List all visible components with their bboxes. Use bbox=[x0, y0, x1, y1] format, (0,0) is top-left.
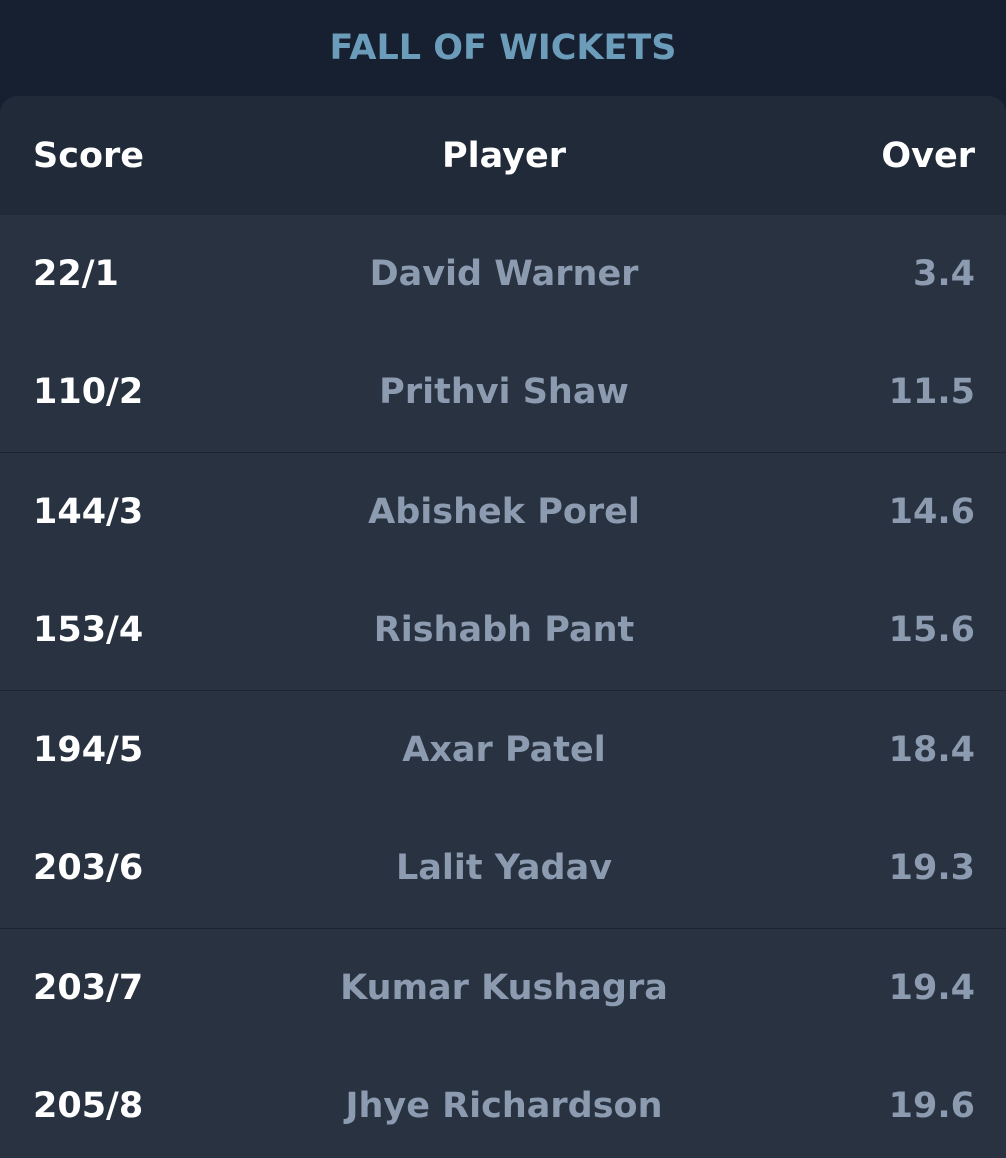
wicket-player: Kumar Kushagra bbox=[340, 968, 668, 1008]
row-group: 194/5 Axar Patel 18.4 203/6 Lalit Yadav … bbox=[0, 691, 1006, 929]
wickets-table: Score Player Over 22/1 David Warner 3.4 … bbox=[0, 96, 1006, 1158]
wicket-player: David Warner bbox=[369, 254, 639, 294]
wicket-score: 203/7 bbox=[33, 968, 144, 1008]
table-row: 22/1 David Warner 3.4 bbox=[0, 215, 1006, 333]
row-group: 22/1 David Warner 3.4 110/2 Prithvi Shaw… bbox=[0, 215, 1006, 453]
column-header-player: Player bbox=[441, 135, 566, 176]
wicket-player: Lalit Yadav bbox=[395, 848, 613, 888]
wicket-player: Axar Patel bbox=[402, 730, 606, 770]
column-header-over: Over bbox=[881, 135, 975, 176]
table-header: Score Player Over bbox=[0, 96, 1006, 215]
wicket-score: 205/8 bbox=[33, 1086, 144, 1126]
wicket-score: 110/2 bbox=[33, 372, 144, 412]
wicket-over: 14.6 bbox=[888, 492, 975, 532]
table-row: 153/4 Rishabh Pant 15.6 bbox=[0, 571, 1006, 689]
table-row: 203/7 Kumar Kushagra 19.4 bbox=[0, 929, 1006, 1047]
wicket-player: Jhye Richardson bbox=[345, 1086, 663, 1126]
wicket-over: 11.5 bbox=[888, 372, 975, 412]
wicket-over: 3.4 bbox=[912, 254, 975, 294]
wicket-player: Abishek Porel bbox=[368, 492, 640, 532]
row-group: 144/3 Abishek Porel 14.6 153/4 Rishabh P… bbox=[0, 453, 1006, 691]
table-row: 205/8 Jhye Richardson 19.6 bbox=[0, 1047, 1006, 1158]
wicket-over: 19.3 bbox=[888, 848, 975, 888]
table-row: 194/5 Axar Patel 18.4 bbox=[0, 691, 1006, 809]
wicket-score: 144/3 bbox=[33, 492, 144, 532]
wicket-player: Rishabh Pant bbox=[373, 610, 635, 650]
row-group: 203/7 Kumar Kushagra 19.4 205/8 Jhye Ric… bbox=[0, 929, 1006, 1158]
wicket-score: 203/6 bbox=[33, 848, 144, 888]
wicket-over: 15.6 bbox=[888, 610, 975, 650]
wicket-score: 153/4 bbox=[33, 610, 144, 650]
column-header-score: Score bbox=[33, 135, 144, 176]
wicket-over: 18.4 bbox=[888, 730, 975, 770]
table-row: 144/3 Abishek Porel 14.6 bbox=[0, 453, 1006, 571]
wicket-score: 22/1 bbox=[33, 254, 119, 294]
wicket-score: 194/5 bbox=[33, 730, 144, 770]
table-row: 110/2 Prithvi Shaw 11.5 bbox=[0, 333, 1006, 451]
section-title: FALL OF WICKETS bbox=[329, 28, 677, 68]
wicket-over: 19.4 bbox=[888, 968, 975, 1008]
wicket-over: 19.6 bbox=[888, 1086, 975, 1126]
wicket-player: Prithvi Shaw bbox=[379, 372, 629, 412]
table-row: 203/6 Lalit Yadav 19.3 bbox=[0, 809, 1006, 927]
